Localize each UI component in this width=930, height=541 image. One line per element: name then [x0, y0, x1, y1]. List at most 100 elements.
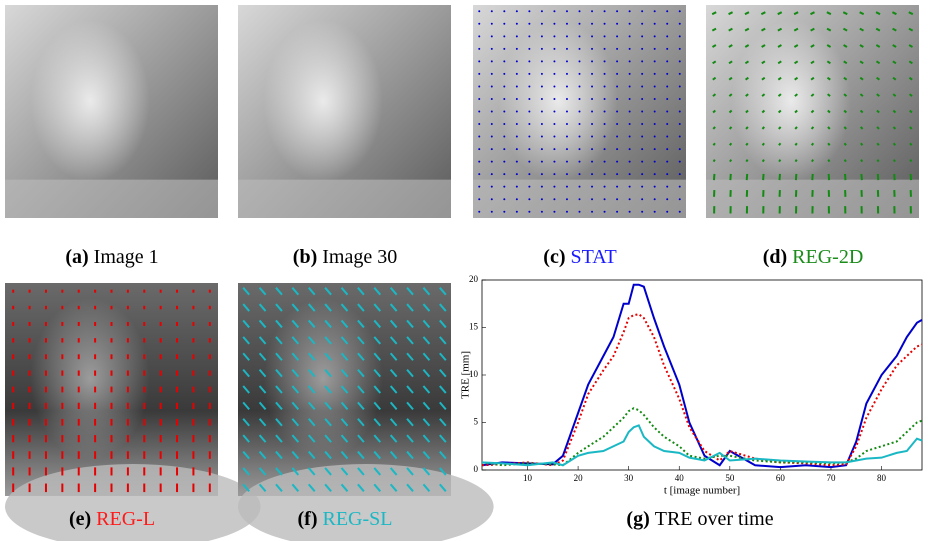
vector-dot	[666, 47, 669, 50]
vector-dot	[678, 123, 681, 126]
vector-arrow	[357, 352, 365, 361]
image-panel	[5, 5, 218, 218]
vector-dot	[553, 160, 556, 163]
vector-arrow	[307, 319, 316, 329]
vector-dot	[616, 97, 619, 100]
caption: (b) Image 30	[293, 246, 397, 268]
vector-dot	[553, 198, 556, 201]
caption-label: (d)	[763, 246, 787, 268]
vector-arrow	[422, 352, 431, 361]
vector-arrow	[307, 287, 316, 296]
vector-dot	[515, 173, 518, 176]
vector-dot	[528, 123, 531, 126]
vector-dot	[540, 210, 543, 213]
vector-dot	[591, 22, 594, 25]
vector-arrow	[357, 303, 365, 312]
vector-dot	[578, 185, 581, 188]
vector-dot	[653, 110, 656, 113]
vector-dot	[503, 198, 506, 201]
vector-dot	[678, 173, 681, 176]
vector-dot	[653, 22, 656, 25]
vector-arrow	[728, 44, 733, 48]
vector-dot	[603, 148, 606, 151]
vector-arrow	[373, 418, 382, 427]
vector-arrow	[761, 76, 766, 81]
vector-dot	[578, 10, 581, 13]
vector-dot	[490, 22, 493, 25]
plot-area	[481, 279, 923, 471]
vector-arrow	[810, 126, 815, 130]
vector-dot	[553, 85, 556, 88]
image-panel	[238, 5, 451, 218]
vector-dot	[678, 210, 681, 213]
vector-arrow	[728, 109, 733, 114]
data-line	[481, 424, 923, 467]
vector-arrow	[242, 336, 250, 345]
vector-arrow	[439, 401, 447, 411]
vector-arrow	[761, 60, 766, 65]
vector-dot	[616, 148, 619, 151]
vector-dot	[503, 85, 506, 88]
vector-dot	[528, 135, 531, 138]
caption-text: STAT	[571, 246, 617, 268]
vector-arrow	[745, 109, 749, 114]
vector-dot	[603, 72, 606, 75]
vector-arrow	[357, 450, 365, 460]
vector-arrow	[389, 434, 398, 443]
vector-arrow	[728, 27, 733, 32]
vector-arrow	[406, 434, 414, 443]
vector-dot	[528, 173, 531, 176]
caption-text: Image 1	[94, 246, 159, 268]
vector-arrow	[389, 418, 398, 427]
vector-arrow	[439, 303, 447, 312]
vector-arrow	[744, 44, 750, 48]
vector-dot	[653, 148, 656, 151]
vector-dot	[553, 135, 556, 138]
vector-dot	[628, 198, 631, 201]
vector-arrow	[876, 142, 880, 146]
vector-dot	[666, 60, 669, 63]
vector-arrow	[242, 467, 250, 476]
vector-dot	[578, 110, 581, 113]
caption-text: REG-SL	[322, 508, 392, 530]
vector-dot	[478, 85, 481, 88]
vector-dot	[503, 110, 506, 113]
vector-arrow	[340, 450, 349, 460]
vector-dot	[553, 173, 556, 176]
vector-dot	[478, 185, 481, 188]
vector-dot	[678, 135, 681, 138]
vector-arrow	[340, 418, 349, 427]
vector-arrow	[357, 483, 365, 492]
vector-arrow	[324, 401, 332, 411]
vector-arrow	[242, 434, 250, 443]
vector-dot	[603, 60, 606, 63]
vector-dot	[603, 10, 606, 13]
vector-arrow	[373, 434, 382, 443]
vector-arrow	[875, 44, 881, 48]
vector-dot	[591, 10, 594, 13]
caption: (d) REG-2D	[763, 246, 864, 268]
vector-dot	[515, 85, 518, 88]
vector-arrow	[794, 93, 798, 97]
vector-arrow	[439, 483, 447, 492]
vector-dot	[603, 97, 606, 100]
vector-dot	[653, 210, 656, 213]
vector-dot	[490, 148, 493, 151]
x-axis-label: t [image number]	[664, 485, 740, 497]
vector-dot	[616, 185, 619, 188]
vector-dot	[628, 72, 631, 75]
vector-arrow	[389, 352, 398, 361]
vector-dot	[603, 22, 606, 25]
vector-arrow	[373, 303, 382, 312]
y-tick-label: 10	[469, 369, 479, 379]
vector-dot	[678, 148, 681, 151]
vector-dot	[603, 173, 606, 176]
caption-label: (g)	[626, 508, 649, 530]
vector-dot	[603, 123, 606, 126]
vector-arrow	[340, 303, 349, 312]
vector-dot	[666, 185, 669, 188]
vector-dot	[666, 10, 669, 13]
vector-dot	[515, 123, 518, 126]
vector-arrow	[422, 467, 431, 476]
vector-dot	[528, 22, 531, 25]
